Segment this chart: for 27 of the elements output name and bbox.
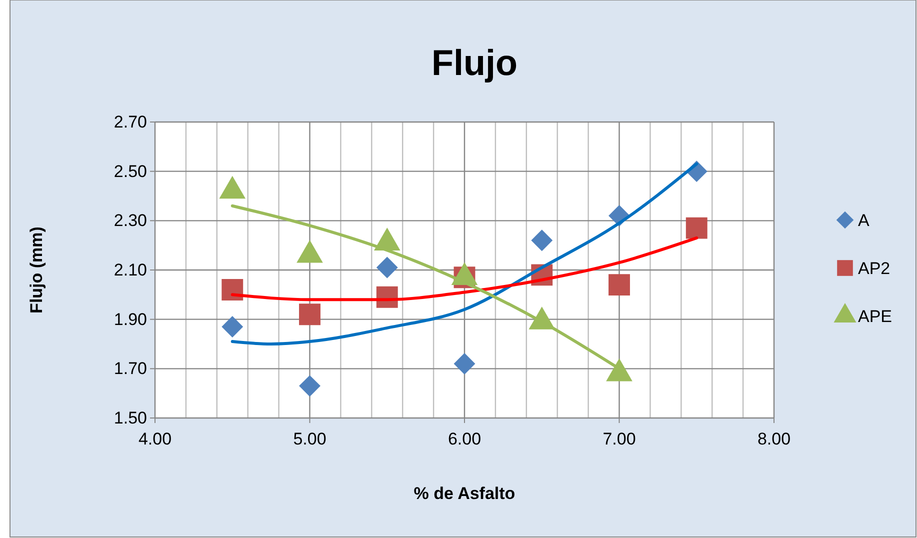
- point: [222, 316, 244, 338]
- point: [376, 256, 398, 278]
- y-tick-label: 2.30: [114, 211, 147, 230]
- y-tick-label: 1.90: [114, 310, 147, 329]
- y-axis-title: Flujo (mm): [27, 226, 46, 314]
- x-tick-label: 5.00: [293, 430, 326, 449]
- y-tick-label: 2.70: [114, 112, 147, 132]
- point: [686, 217, 708, 239]
- point: [608, 274, 630, 296]
- legend-label: A: [858, 211, 870, 230]
- y-tick-label: 2.50: [114, 162, 147, 181]
- chart-title: Flujo: [432, 42, 518, 83]
- legend-label: APE: [858, 307, 892, 326]
- y-tick-label: 1.50: [114, 408, 147, 428]
- y-tick-label: 2.10: [114, 260, 147, 280]
- point: [454, 353, 476, 374]
- point: [531, 230, 553, 252]
- x-tick-label: 7.00: [602, 430, 636, 449]
- legend-label: AP2: [858, 259, 890, 278]
- x-axis-title: % de Asfalto: [414, 484, 516, 503]
- point: [299, 304, 320, 326]
- x-tick-label: 8.00: [757, 430, 791, 449]
- y-tick-label: 1.70: [114, 359, 147, 378]
- x-tick-label: 4.00: [138, 430, 172, 449]
- point: [222, 279, 244, 300]
- point: [299, 375, 320, 397]
- x-tick-label: 6.00: [448, 430, 482, 449]
